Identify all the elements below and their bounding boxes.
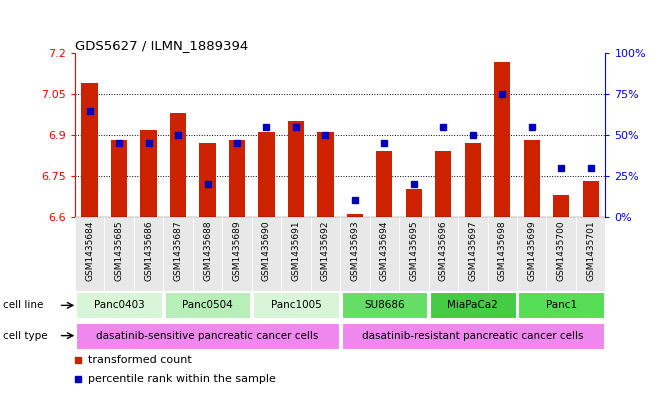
Bar [76, 323, 339, 349]
Bar [370, 217, 399, 291]
Bar [170, 113, 186, 217]
Bar [76, 292, 162, 318]
Text: MiaPaCa2: MiaPaCa2 [447, 300, 498, 310]
Text: GSM1435700: GSM1435700 [557, 220, 566, 281]
Bar [465, 143, 481, 217]
Bar [163, 217, 193, 291]
Bar [252, 217, 281, 291]
Bar [342, 292, 427, 318]
Bar [199, 143, 215, 217]
Bar [253, 292, 339, 318]
Text: Panc1: Panc1 [546, 300, 577, 310]
Bar [399, 217, 428, 291]
Bar [222, 217, 252, 291]
Bar [488, 217, 517, 291]
Text: GSM1435686: GSM1435686 [144, 220, 153, 281]
Text: Panc0403: Panc0403 [94, 300, 145, 310]
Bar [458, 217, 488, 291]
Bar [258, 132, 275, 217]
Bar [518, 292, 604, 318]
Bar [288, 121, 304, 217]
Text: GSM1435692: GSM1435692 [321, 220, 330, 281]
Text: GSM1435691: GSM1435691 [292, 220, 300, 281]
Bar [340, 217, 370, 291]
Bar [517, 217, 546, 291]
Bar [111, 140, 127, 217]
Bar [281, 217, 311, 291]
Bar [583, 181, 599, 217]
Bar [347, 214, 363, 217]
Text: SU8686: SU8686 [364, 300, 405, 310]
Bar [430, 292, 516, 318]
Text: GSM1435695: GSM1435695 [409, 220, 419, 281]
Text: GSM1435694: GSM1435694 [380, 220, 389, 281]
Bar [193, 217, 222, 291]
Text: GDS5627 / ILMN_1889394: GDS5627 / ILMN_1889394 [75, 39, 248, 52]
Text: Panc1005: Panc1005 [271, 300, 322, 310]
Text: GSM1435685: GSM1435685 [115, 220, 124, 281]
Text: cell type: cell type [3, 331, 48, 341]
Text: transformed count: transformed count [88, 355, 191, 365]
Text: Panc0504: Panc0504 [182, 300, 233, 310]
Bar [406, 189, 422, 217]
Bar [494, 62, 510, 217]
Bar [141, 130, 157, 217]
Bar [134, 217, 163, 291]
Bar [428, 217, 458, 291]
Bar [546, 217, 576, 291]
Bar [576, 217, 605, 291]
Bar [317, 132, 333, 217]
Bar [104, 217, 134, 291]
Bar [311, 217, 340, 291]
Text: GSM1435689: GSM1435689 [232, 220, 242, 281]
Text: GSM1435690: GSM1435690 [262, 220, 271, 281]
Text: GSM1435697: GSM1435697 [468, 220, 477, 281]
Text: GSM1435687: GSM1435687 [174, 220, 182, 281]
Text: GSM1435698: GSM1435698 [498, 220, 506, 281]
Bar [523, 140, 540, 217]
Text: GSM1435699: GSM1435699 [527, 220, 536, 281]
Bar [75, 217, 104, 291]
Bar [436, 151, 451, 217]
Bar [376, 151, 393, 217]
Text: GSM1435696: GSM1435696 [439, 220, 448, 281]
Text: GSM1435688: GSM1435688 [203, 220, 212, 281]
Text: GSM1435684: GSM1435684 [85, 220, 94, 281]
Text: dasatinib-sensitive pancreatic cancer cells: dasatinib-sensitive pancreatic cancer ce… [96, 331, 319, 341]
Bar [165, 292, 250, 318]
Text: GSM1435701: GSM1435701 [586, 220, 595, 281]
Text: GSM1435693: GSM1435693 [350, 220, 359, 281]
Bar [553, 195, 570, 217]
Text: cell line: cell line [3, 300, 44, 310]
Bar [81, 83, 98, 217]
Text: dasatinib-resistant pancreatic cancer cells: dasatinib-resistant pancreatic cancer ce… [362, 331, 583, 341]
Bar [342, 323, 604, 349]
Text: percentile rank within the sample: percentile rank within the sample [88, 375, 276, 384]
Bar [229, 140, 245, 217]
